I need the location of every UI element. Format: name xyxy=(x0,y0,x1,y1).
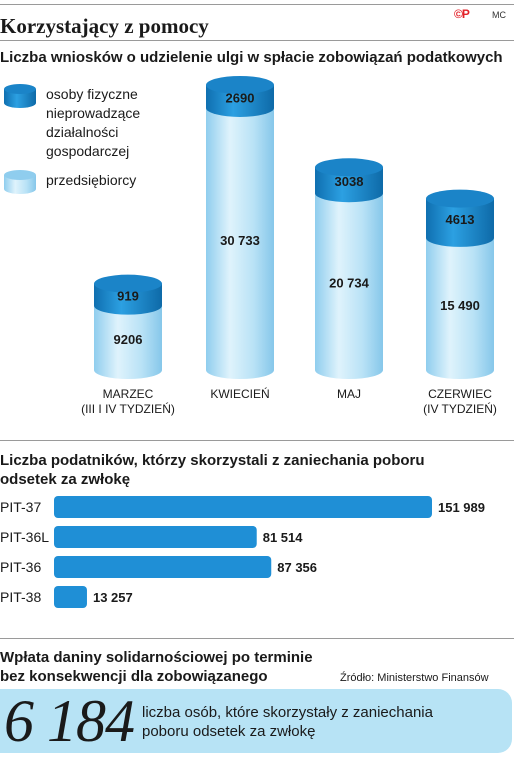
business-value-label: 15 490 xyxy=(440,298,480,313)
bar-value-label: 87 356 xyxy=(277,560,317,575)
individuals-value-label: 3038 xyxy=(335,174,364,189)
cylinder-0: 919 9206 xyxy=(94,274,162,379)
cylinder-2: 3038 20 734 xyxy=(315,158,383,379)
horizontal-bar-chart: PIT-37 151 989 PIT-36L 81 514 PIT-36 87 356 PI… xyxy=(0,496,485,608)
cylinder-individuals-body xyxy=(315,167,383,203)
individuals-value-label: 919 xyxy=(117,289,139,304)
bar-category-label: PIT-38 xyxy=(0,589,41,605)
legend-swatch-individuals-cap xyxy=(4,84,36,94)
cylinder-business-body xyxy=(426,237,494,379)
bar-3 xyxy=(54,586,87,608)
legend-label-individuals: nieprowadzące xyxy=(46,105,140,121)
section-rule-2 xyxy=(0,638,514,639)
cylinder-chart: 919 9206 MARZEC(III I IV TYDZIEŃ) 2690 30 73… xyxy=(4,76,497,416)
chart2-title-line-1: Liczba podatników, którzy skorzystali z … xyxy=(0,452,425,469)
cylinder-individuals-body xyxy=(426,198,494,247)
legend-swatch-individuals xyxy=(4,84,36,108)
source-note: Źródło: Ministerstwo Finansów xyxy=(340,672,489,684)
bar-value-label: 81 514 xyxy=(263,530,304,545)
bar-category-label: PIT-36L xyxy=(0,529,49,545)
legend-swatch-individuals-body xyxy=(4,89,36,108)
business-value-label: 20 734 xyxy=(329,276,370,291)
legend-swatch-business-cap xyxy=(4,170,36,180)
bar-2 xyxy=(54,556,272,578)
section3-title-line-2: bez konsekwencji dla zobowiązanego xyxy=(0,668,268,685)
publisher-logo: ©P xyxy=(454,7,470,21)
stat-box xyxy=(0,689,512,753)
cylinder-3: 4613 15 490 xyxy=(426,189,494,379)
cylinder-business-body xyxy=(315,193,383,379)
category-label: MAJ xyxy=(337,387,361,401)
bar-category-label: PIT-37 xyxy=(0,499,41,515)
cylinder-business-body xyxy=(206,107,274,379)
legend-label-individuals: osoby fizyczne xyxy=(46,86,138,102)
bar-1 xyxy=(54,526,257,548)
cylinder-top-cap xyxy=(206,76,274,94)
legend-swatch-business xyxy=(4,170,36,194)
chart2-title-line-2: odsetek za zwłokę xyxy=(0,471,131,488)
author-initials: MC xyxy=(492,10,506,20)
category-label: MARZEC xyxy=(103,387,154,401)
individuals-value-label: 2690 xyxy=(226,90,255,105)
legend-label-individuals: gospodarczej xyxy=(46,143,129,159)
big-number: 6 184 xyxy=(4,688,135,754)
page-title: Korzystający z pomocy xyxy=(0,14,209,38)
cylinder-top-cap xyxy=(426,189,494,208)
cylinder-top-cap xyxy=(94,274,162,293)
category-label: CZERWIEC xyxy=(428,387,492,401)
legend-swatch-business-body xyxy=(4,175,36,194)
chart1-title: Liczba wniosków o udzielenie ulgi w spła… xyxy=(0,49,503,66)
title-rule xyxy=(0,40,514,41)
legend-label-business: przedsiębiorcy xyxy=(46,172,136,188)
category-label: KWIECIEŃ xyxy=(210,386,269,401)
cylinder-top-cap xyxy=(315,158,383,177)
legend-label-individuals: działalności xyxy=(46,124,118,140)
bar-value-label: 151 989 xyxy=(438,500,485,515)
category-label: (III I IV TYDZIEŃ) xyxy=(81,401,175,416)
bar-0 xyxy=(54,496,432,518)
bar-value-label: 13 257 xyxy=(93,590,133,605)
cylinder-individuals-body xyxy=(206,85,274,117)
stat-description: liczba osób, które skorzystały z zaniech… xyxy=(142,704,433,740)
cylinder-1: 2690 30 733 xyxy=(206,76,274,379)
section3-title-line-1: Wpłata daniny solidarnościowej po termin… xyxy=(0,649,313,666)
chart2-title: Liczba podatników, którzy skorzystali z … xyxy=(0,451,425,489)
cylinder-business-body xyxy=(94,305,162,379)
business-value-label: 30 733 xyxy=(220,233,260,248)
individuals-value-label: 4613 xyxy=(446,212,475,227)
top-rule xyxy=(0,4,514,5)
bar-category-label: PIT-36 xyxy=(0,559,41,575)
category-label: (IV TYDZIEŃ) xyxy=(423,401,497,416)
section3-title: Wpłata daniny solidarnościowej po termin… xyxy=(0,648,313,686)
business-value-label: 9206 xyxy=(114,332,143,347)
section-rule-1 xyxy=(0,440,514,441)
